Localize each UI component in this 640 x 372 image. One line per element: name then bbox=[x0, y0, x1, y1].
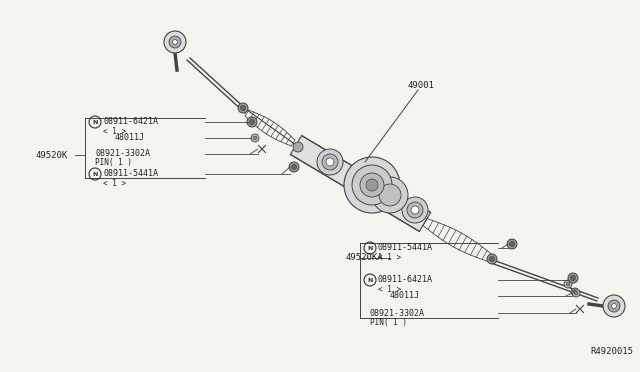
Circle shape bbox=[573, 290, 577, 294]
Text: 08911-6421A: 08911-6421A bbox=[103, 118, 158, 126]
Circle shape bbox=[291, 164, 296, 170]
Circle shape bbox=[487, 254, 497, 264]
Circle shape bbox=[164, 31, 186, 53]
Circle shape bbox=[238, 103, 248, 113]
Text: 49520KA: 49520KA bbox=[345, 253, 383, 263]
Text: 08921-3302A: 08921-3302A bbox=[370, 308, 425, 317]
Text: < 1 >: < 1 > bbox=[378, 285, 401, 294]
Circle shape bbox=[250, 119, 255, 125]
Text: 08911-5441A: 08911-5441A bbox=[378, 244, 433, 253]
Circle shape bbox=[568, 273, 578, 283]
Circle shape bbox=[402, 197, 428, 223]
Text: PIN( 1 ): PIN( 1 ) bbox=[95, 158, 132, 167]
Circle shape bbox=[572, 289, 580, 297]
Circle shape bbox=[241, 106, 246, 110]
Circle shape bbox=[379, 184, 401, 206]
Circle shape bbox=[326, 158, 334, 166]
Circle shape bbox=[253, 136, 257, 140]
Circle shape bbox=[169, 36, 181, 48]
Text: N: N bbox=[92, 119, 98, 125]
Text: 49001: 49001 bbox=[408, 80, 435, 90]
Text: 08911-6421A: 08911-6421A bbox=[378, 276, 433, 285]
Text: PIN( 1 ): PIN( 1 ) bbox=[370, 317, 407, 327]
Circle shape bbox=[360, 173, 384, 197]
Text: N: N bbox=[367, 246, 372, 250]
Circle shape bbox=[322, 154, 338, 170]
Circle shape bbox=[366, 179, 378, 191]
Circle shape bbox=[490, 257, 495, 262]
Text: < 1 >: < 1 > bbox=[103, 126, 126, 135]
Text: R4920015: R4920015 bbox=[590, 347, 633, 356]
Circle shape bbox=[251, 134, 259, 142]
Text: 08921-3302A: 08921-3302A bbox=[95, 150, 150, 158]
Circle shape bbox=[411, 206, 419, 214]
Circle shape bbox=[247, 117, 257, 127]
Circle shape bbox=[352, 165, 392, 205]
Circle shape bbox=[608, 300, 620, 312]
Circle shape bbox=[407, 202, 423, 218]
Circle shape bbox=[509, 241, 515, 247]
Text: 08911-5441A: 08911-5441A bbox=[103, 170, 158, 179]
Circle shape bbox=[570, 276, 575, 280]
Text: 49520K: 49520K bbox=[35, 151, 67, 160]
Polygon shape bbox=[291, 135, 431, 231]
Circle shape bbox=[317, 149, 343, 175]
Text: 48011J: 48011J bbox=[390, 292, 420, 301]
Circle shape bbox=[344, 157, 400, 213]
Circle shape bbox=[289, 162, 299, 172]
Circle shape bbox=[566, 282, 570, 286]
Circle shape bbox=[571, 288, 579, 296]
Text: 48011J: 48011J bbox=[115, 134, 145, 142]
Circle shape bbox=[507, 239, 517, 249]
Circle shape bbox=[603, 295, 625, 317]
Circle shape bbox=[173, 39, 177, 44]
Text: N: N bbox=[367, 278, 372, 282]
Circle shape bbox=[293, 142, 303, 152]
Circle shape bbox=[372, 177, 408, 213]
Circle shape bbox=[612, 304, 616, 308]
Text: < 1 >: < 1 > bbox=[103, 179, 126, 187]
Circle shape bbox=[564, 280, 572, 288]
Circle shape bbox=[574, 291, 578, 295]
Text: N: N bbox=[92, 171, 98, 176]
Text: < 1 >: < 1 > bbox=[378, 253, 401, 262]
